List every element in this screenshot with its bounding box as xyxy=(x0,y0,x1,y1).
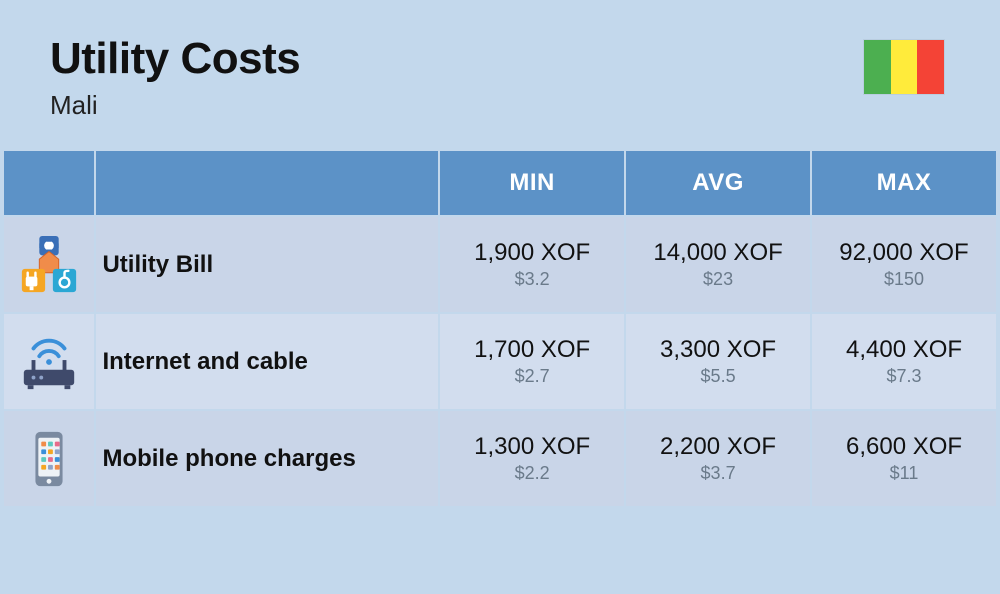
table-header-row: MIN AVG MAX xyxy=(4,151,996,215)
cell-max: 6,600 XOF $11 xyxy=(812,411,996,506)
value-usd: $7.3 xyxy=(824,366,984,387)
value-local: 1,900 XOF xyxy=(452,239,612,267)
value-usd: $11 xyxy=(824,463,984,484)
header: Utility Costs Mali xyxy=(0,0,1000,149)
utility-icon xyxy=(18,234,80,296)
value-usd: $3.2 xyxy=(452,269,612,290)
phone-icon xyxy=(18,428,80,490)
value-local: 14,000 XOF xyxy=(638,239,798,267)
table-body: Utility Bill 1,900 XOF $3.2 14,000 XOF $… xyxy=(4,217,996,506)
col-avg: AVG xyxy=(626,151,810,215)
cell-min: 1,300 XOF $2.2 xyxy=(440,411,624,506)
table-row: Utility Bill 1,900 XOF $3.2 14,000 XOF $… xyxy=(4,217,996,312)
value-local: 92,000 XOF xyxy=(824,239,984,267)
row-label: Mobile phone charges xyxy=(96,411,438,506)
page-title: Utility Costs xyxy=(50,34,300,84)
row-icon-cell xyxy=(4,217,94,312)
cell-min: 1,700 XOF $2.7 xyxy=(440,314,624,409)
col-max: MAX xyxy=(812,151,996,215)
table-row: Internet and cable 1,700 XOF $2.7 3,300 … xyxy=(4,314,996,409)
value-usd: $2.7 xyxy=(452,366,612,387)
value-local: 1,300 XOF xyxy=(452,433,612,461)
row-icon-cell xyxy=(4,314,94,409)
flag-stripe-1 xyxy=(864,40,891,94)
row-icon-cell xyxy=(4,411,94,506)
flag-icon xyxy=(864,40,944,94)
cell-avg: 2,200 XOF $3.7 xyxy=(626,411,810,506)
cell-max: 92,000 XOF $150 xyxy=(812,217,996,312)
value-usd: $3.7 xyxy=(638,463,798,484)
costs-table: MIN AVG MAX xyxy=(0,149,1000,508)
cell-avg: 3,300 XOF $5.5 xyxy=(626,314,810,409)
cell-max: 4,400 XOF $7.3 xyxy=(812,314,996,409)
value-local: 1,700 XOF xyxy=(452,336,612,364)
cell-min: 1,900 XOF $3.2 xyxy=(440,217,624,312)
value-usd: $5.5 xyxy=(638,366,798,387)
col-icon xyxy=(4,151,94,215)
col-min: MIN xyxy=(440,151,624,215)
title-block: Utility Costs Mali xyxy=(50,34,300,121)
router-icon xyxy=(18,331,80,393)
row-label: Internet and cable xyxy=(96,314,438,409)
col-label xyxy=(96,151,438,215)
table-row: Mobile phone charges 1,300 XOF $2.2 2,20… xyxy=(4,411,996,506)
row-label: Utility Bill xyxy=(96,217,438,312)
flag-stripe-2 xyxy=(891,40,918,94)
flag-stripe-3 xyxy=(917,40,944,94)
page-subtitle: Mali xyxy=(50,90,300,121)
value-local: 6,600 XOF xyxy=(824,433,984,461)
value-usd: $150 xyxy=(824,269,984,290)
value-local: 2,200 XOF xyxy=(638,433,798,461)
cell-avg: 14,000 XOF $23 xyxy=(626,217,810,312)
value-usd: $23 xyxy=(638,269,798,290)
value-local: 4,400 XOF xyxy=(824,336,984,364)
value-local: 3,300 XOF xyxy=(638,336,798,364)
value-usd: $2.2 xyxy=(452,463,612,484)
